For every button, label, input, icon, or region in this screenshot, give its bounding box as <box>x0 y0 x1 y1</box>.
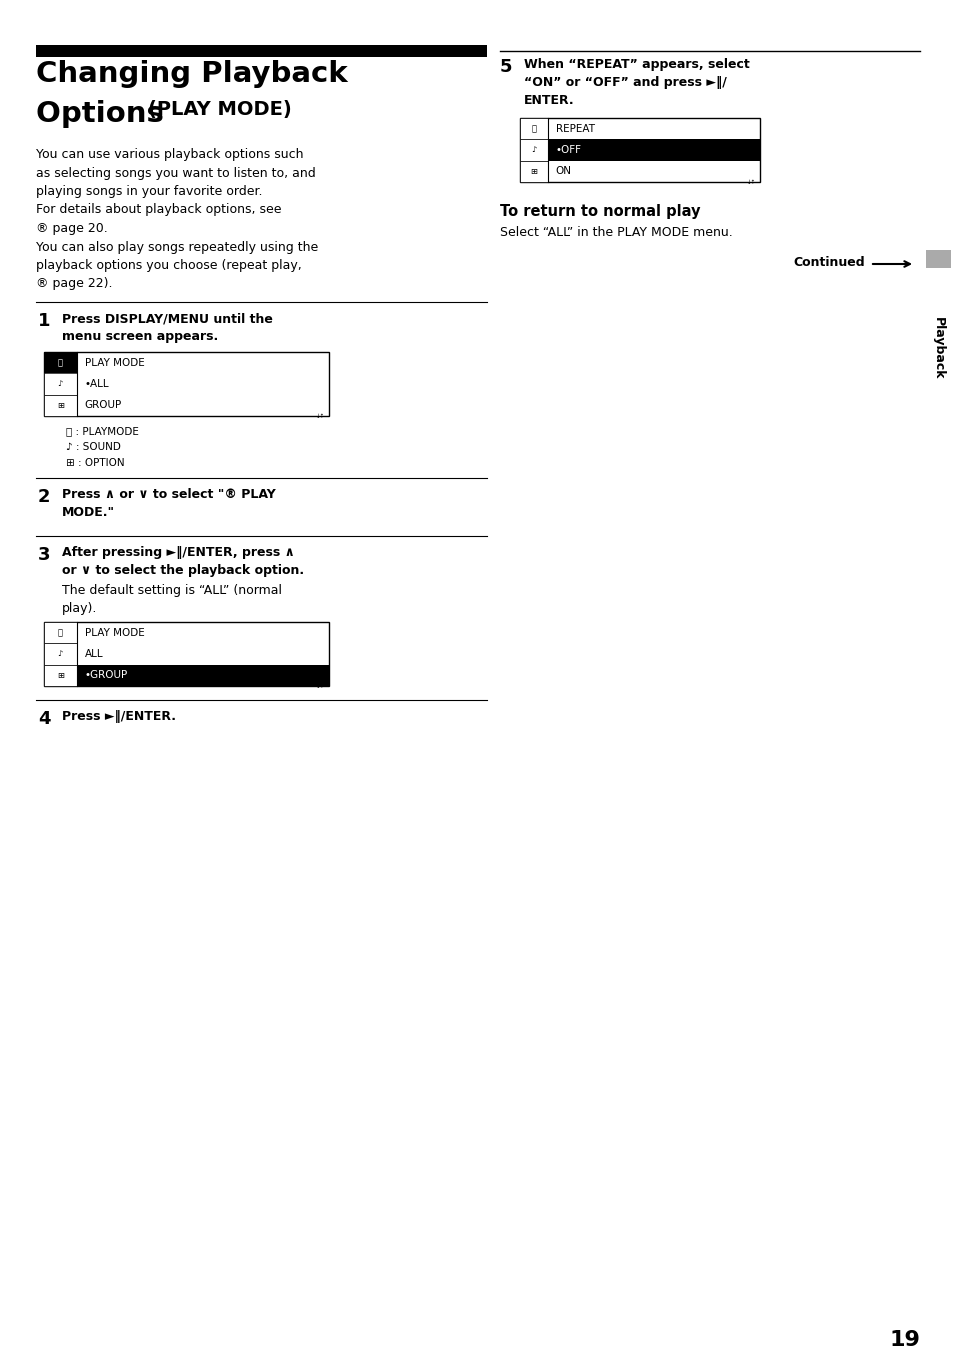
Bar <box>547 140 760 160</box>
Text: PLAY MODE: PLAY MODE <box>85 358 144 368</box>
Bar <box>44 351 329 417</box>
Bar <box>925 250 950 267</box>
Text: Options: Options <box>36 100 173 128</box>
Text: 4: 4 <box>38 710 51 727</box>
Text: playing songs in your favorite order.: playing songs in your favorite order. <box>36 185 262 198</box>
Text: When “REPEAT” appears, select: When “REPEAT” appears, select <box>523 58 749 71</box>
Text: ↓↑: ↓↑ <box>746 180 755 185</box>
Text: ON: ON <box>555 167 571 176</box>
Bar <box>519 118 760 182</box>
Text: You can also play songs repeatedly using the: You can also play songs repeatedly using… <box>36 240 318 254</box>
Text: menu screen appears.: menu screen appears. <box>62 330 218 343</box>
Bar <box>519 160 547 182</box>
Text: 5: 5 <box>499 58 512 76</box>
Text: ⊞: ⊞ <box>57 400 64 410</box>
Text: For details about playback options, see: For details about playback options, see <box>36 204 281 217</box>
Text: •GROUP: •GROUP <box>85 670 128 680</box>
Text: as selecting songs you want to listen to, and: as selecting songs you want to listen to… <box>36 167 315 179</box>
Text: playback options you choose (repeat play,: playback options you choose (repeat play… <box>36 259 301 271</box>
Bar <box>519 118 547 140</box>
Text: Press ∧ or ∨ to select "® PLAY: Press ∧ or ∨ to select "® PLAY <box>62 489 275 501</box>
Bar <box>76 665 329 687</box>
Text: ® page 20.: ® page 20. <box>36 223 108 235</box>
Text: •OFF: •OFF <box>555 145 581 155</box>
Text: Continued: Continued <box>793 256 864 269</box>
Text: Ⓜ: Ⓜ <box>531 125 536 133</box>
Bar <box>44 643 76 665</box>
Text: Ⓜ: Ⓜ <box>58 628 63 638</box>
Text: After pressing ►‖/ENTER, press ∧: After pressing ►‖/ENTER, press ∧ <box>62 546 294 559</box>
Text: Press ►‖/ENTER.: Press ►‖/ENTER. <box>62 710 175 723</box>
Bar <box>44 665 76 687</box>
Text: 19: 19 <box>888 1330 919 1350</box>
Text: ENTER.: ENTER. <box>523 94 574 107</box>
Bar <box>519 140 547 160</box>
Text: To return to normal play: To return to normal play <box>499 204 700 218</box>
Text: or ∨ to select the playback option.: or ∨ to select the playback option. <box>62 565 304 577</box>
Text: REPEAT: REPEAT <box>555 123 594 134</box>
Text: Ⓜ: Ⓜ <box>58 358 63 368</box>
Text: GROUP: GROUP <box>85 400 122 410</box>
Text: ↓↑: ↓↑ <box>315 684 325 689</box>
Text: Changing Playback: Changing Playback <box>36 60 348 88</box>
Text: Select “ALL” in the PLAY MODE menu.: Select “ALL” in the PLAY MODE menu. <box>499 227 732 239</box>
Text: 2: 2 <box>38 489 51 506</box>
Bar <box>44 395 76 417</box>
Text: ® page 22).: ® page 22). <box>36 277 112 290</box>
Text: MODE.": MODE." <box>62 506 115 518</box>
Text: (PLAY MODE): (PLAY MODE) <box>148 100 292 119</box>
Text: The default setting is “ALL” (normal: The default setting is “ALL” (normal <box>62 584 282 597</box>
Text: ⊞ : OPTION: ⊞ : OPTION <box>66 459 125 468</box>
Text: ♪: ♪ <box>57 380 63 388</box>
Text: ♪: ♪ <box>531 145 536 155</box>
Text: ↓↑: ↓↑ <box>315 414 325 419</box>
Bar <box>44 622 76 643</box>
Text: 1: 1 <box>38 312 51 330</box>
Text: PLAY MODE: PLAY MODE <box>85 628 144 638</box>
Bar <box>44 373 76 395</box>
Text: ⊞: ⊞ <box>57 670 64 680</box>
Text: Ⓜ : PLAYMODE: Ⓜ : PLAYMODE <box>66 426 139 436</box>
Text: You can use various playback options such: You can use various playback options suc… <box>36 148 303 161</box>
Text: ♪ : SOUND: ♪ : SOUND <box>66 442 121 452</box>
Text: ♪: ♪ <box>57 650 63 658</box>
Text: “ON” or “OFF” and press ►‖/: “ON” or “OFF” and press ►‖/ <box>523 76 726 90</box>
Bar <box>44 622 329 687</box>
Text: •ALL: •ALL <box>85 379 110 389</box>
Bar <box>44 351 76 373</box>
Bar <box>36 45 486 57</box>
Text: ⊞: ⊞ <box>530 167 537 176</box>
Text: Playback: Playback <box>931 316 944 379</box>
Text: Press DISPLAY/MENU until the: Press DISPLAY/MENU until the <box>62 312 273 324</box>
Text: ALL: ALL <box>85 649 103 660</box>
Text: 3: 3 <box>38 546 51 565</box>
Text: play).: play). <box>62 603 97 615</box>
